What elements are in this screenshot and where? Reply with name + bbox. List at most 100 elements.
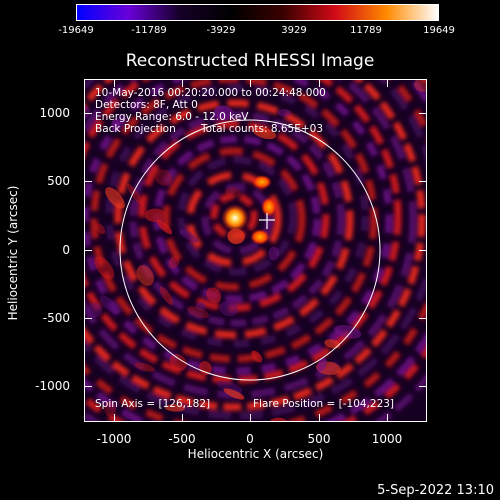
x-tick-label: 0: [246, 432, 254, 446]
speckle-blob: [105, 187, 125, 209]
ripple-ring: [90, 79, 378, 363]
speckle-blob: [104, 400, 116, 418]
speckle-blob: [213, 105, 234, 121]
speckle-blob: [268, 246, 280, 261]
x-tick-mark: [250, 79, 251, 87]
image-title: Reconstructed RHESSI Image: [125, 51, 375, 71]
speckle-blob: [206, 287, 222, 304]
speckle-blob: [144, 208, 167, 222]
time-range: 10-May-2016 00:20:20.000 to 00:24:48.000: [95, 87, 326, 99]
method-label: Back Projection: [95, 123, 176, 135]
reconstructed-image: [84, 79, 427, 422]
speckle-blob: [223, 388, 245, 400]
y-tick-label: -500: [42, 311, 70, 325]
colorbar-tick-label: -19649: [58, 25, 94, 36]
speckle-blob: [154, 169, 173, 186]
ripple-ring: [177, 156, 297, 276]
energy-range: Energy Range: 6.0 - 12.0 keV: [95, 111, 249, 123]
y-tick-label: 0: [62, 243, 70, 257]
speckle-blob: [84, 103, 91, 120]
speckle-blob: [159, 286, 174, 306]
x-tick-label: -1000: [96, 432, 132, 446]
speckle-blob: [169, 354, 188, 371]
total-counts: Total counts: 8.65E+03: [201, 123, 324, 135]
ripple-ring: [201, 183, 273, 255]
ripple-ring: [114, 99, 354, 339]
noise-blobs: [84, 79, 427, 422]
ripple-ring: [105, 84, 369, 348]
x-tick-label: 1000: [371, 432, 403, 446]
speckle-blob: [156, 219, 173, 235]
y-tick-mark: [419, 250, 427, 251]
x-tick-mark: [319, 414, 320, 422]
x-tick-mark: [250, 414, 251, 422]
bright-source-north: [252, 175, 272, 189]
speckle-blob: [216, 380, 242, 393]
speckle-blob: [251, 350, 263, 363]
ripple-ring: [162, 147, 306, 291]
detectors-label: Detectors: 8F, Att 0: [95, 99, 198, 111]
speckle-blob: [187, 306, 210, 319]
colorbar-tick-label: -3929: [206, 25, 236, 36]
speckle-blob: [253, 127, 277, 140]
x-tick-mark: [114, 414, 115, 422]
y-axis-label: Heliocentric Y (arcsec): [6, 185, 20, 321]
y-tick-label: 1000: [39, 106, 70, 120]
y-tick-mark: [84, 113, 92, 114]
x-tick-mark: [387, 79, 388, 87]
y-tick-mark: [419, 386, 427, 387]
flare-position: Flare Position = [-104,223]: [253, 398, 395, 410]
speckle-blob: [134, 362, 155, 372]
y-tick-mark: [84, 181, 92, 182]
speckle-blob: [219, 301, 239, 317]
speckle-blob: [127, 183, 144, 205]
footer-date: 5-Sep-2022 13:10: [377, 483, 494, 498]
y-tick-mark: [84, 318, 92, 319]
speckle-blob: [111, 118, 120, 133]
y-tick-label: -1000: [35, 379, 70, 393]
speckle-blob: [317, 358, 327, 372]
speckle-blob: [168, 256, 180, 269]
speckle-blob: [227, 228, 245, 245]
ripple-ring: [186, 171, 282, 267]
speckle-blob: [179, 229, 199, 243]
y-tick-mark: [84, 386, 92, 387]
y-tick-mark: [419, 181, 427, 182]
x-tick-mark: [182, 79, 183, 87]
ripple-ring: [84, 79, 426, 411]
speckle-blob: [334, 324, 362, 339]
solar-limb-circle: [119, 119, 381, 381]
speckle-blob: [95, 223, 106, 235]
x-tick-mark: [114, 79, 115, 87]
speckle-blob: [87, 302, 103, 318]
speckle-blob: [99, 295, 120, 314]
speckle-blob: [165, 404, 186, 412]
x-tick-label: -500: [168, 432, 196, 446]
ripple-ring: [84, 79, 402, 384]
speckle-blob: [324, 339, 341, 349]
x-tick-mark: [387, 414, 388, 422]
colorbar: [76, 4, 439, 21]
speckle-blob: [136, 265, 154, 286]
x-axis-label: Heliocentric X (arcsec): [187, 447, 324, 461]
y-tick-label: 500: [47, 174, 70, 188]
speckle-blob: [94, 256, 115, 280]
colorbar-tick-label: 19649: [423, 25, 455, 36]
x-tick-mark: [182, 414, 183, 422]
flare-core: [221, 204, 249, 232]
bright-source-south: [250, 229, 270, 245]
speckle-blob: [224, 186, 241, 199]
x-tick-mark: [319, 79, 320, 87]
x-tick-label: 500: [307, 432, 331, 446]
bright-source-east: [261, 197, 277, 217]
speckle-blob: [195, 302, 206, 311]
y-tick-mark: [419, 318, 427, 319]
speckle-blob: [414, 79, 427, 92]
spin-axis: Spin Axis = [126,182]: [95, 398, 211, 410]
ripple-ring: [129, 111, 345, 327]
colorbar-tick-label: 11789: [350, 25, 382, 36]
speckle-blob: [277, 109, 292, 117]
y-tick-mark: [84, 250, 92, 251]
solar-image-svg: [84, 79, 427, 422]
ripple-ring: [84, 79, 393, 375]
